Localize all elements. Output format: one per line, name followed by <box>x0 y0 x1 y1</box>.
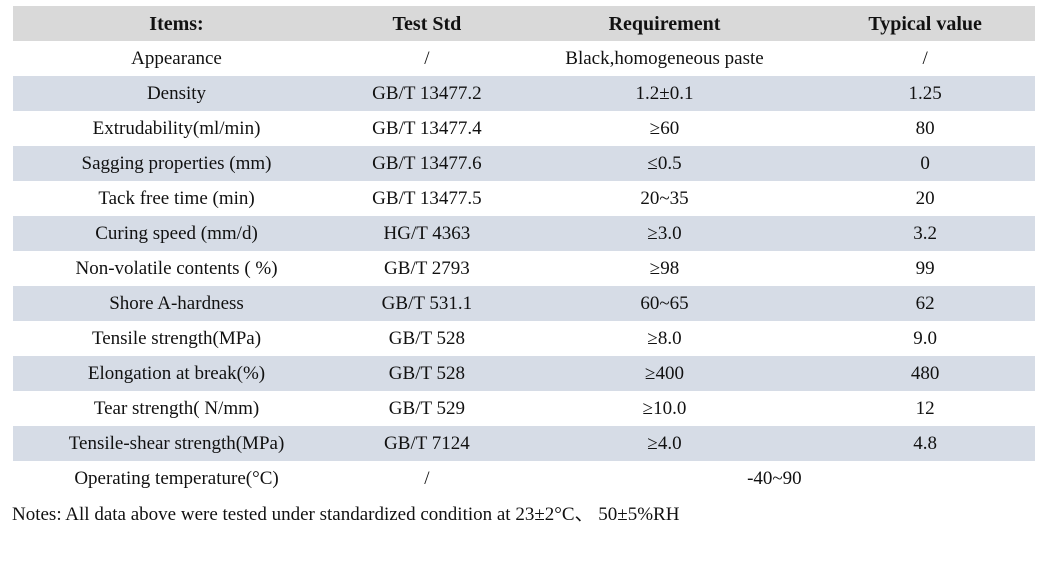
requirement-cell: ≥3.0 <box>513 216 816 251</box>
item-cell: Appearance <box>131 47 222 69</box>
requirement-cell: ≥400 <box>513 356 816 391</box>
item-cell: Non-volatile contents ( %) <box>75 257 278 279</box>
table-row: Tack free time (min) GB/T 13477.5 20~35 … <box>13 181 1035 216</box>
typical-value-cell: 9.0 <box>913 327 937 349</box>
typical-value-cell: 62 <box>815 286 1035 321</box>
item-cell: Curing speed (mm/d) <box>13 216 341 251</box>
typical-value-cell: 3.2 <box>815 216 1035 251</box>
requirement-cell-merged: -40~90 <box>747 467 802 489</box>
requirement-cell: 1.2±0.1 <box>513 76 816 111</box>
requirement-cell: 60~65 <box>513 286 816 321</box>
col-header-typical-value: Typical value <box>815 6 1035 41</box>
table-row: Extrudability(ml/min) GB/T 13477.4 ≥60 8… <box>13 111 1035 146</box>
table-row: Tear strength( N/mm) GB/T 529 ≥10.0 12 <box>13 391 1035 426</box>
item-cell: Tear strength( N/mm) <box>93 397 260 419</box>
test-std-cell: GB/T 529 <box>388 397 465 419</box>
typical-value-cell: 480 <box>815 356 1035 391</box>
test-std-cell: / <box>424 47 430 69</box>
requirement-cell: ≥8.0 <box>647 327 682 349</box>
test-std-cell: GB/T 2793 <box>384 257 470 279</box>
table-row: Operating temperature(°C) / -40~90 <box>13 461 1035 496</box>
specification-table: Items: Test Std Requirement Typical valu… <box>13 6 1035 496</box>
item-cell: Elongation at break(%) <box>13 356 341 391</box>
typical-value-cell: 99 <box>915 257 935 279</box>
requirement-cell: ≥4.0 <box>513 426 816 461</box>
requirement-cell: ≥10.0 <box>642 397 687 419</box>
item-cell: Extrudability(ml/min) <box>92 117 261 139</box>
item-cell: Sagging properties (mm) <box>13 146 341 181</box>
test-std-cell: GB/T 13477.4 <box>372 117 482 139</box>
test-std-cell: / <box>424 467 430 489</box>
table-row: Curing speed (mm/d) HG/T 4363 ≥3.0 3.2 <box>13 216 1035 251</box>
typical-value-cell: 1.25 <box>815 76 1035 111</box>
requirement-cell: ≥60 <box>649 117 680 139</box>
requirement-cell: Black,homogeneous paste <box>565 47 764 69</box>
item-cell: Tack free time (min) <box>98 187 255 209</box>
item-cell: Tensile-shear strength(MPa) <box>13 426 341 461</box>
table-row: Sagging properties (mm) GB/T 13477.6 ≤0.… <box>13 146 1035 181</box>
col-header-test-std: Test Std <box>340 6 514 41</box>
typical-value-cell: 0 <box>815 146 1035 181</box>
table-header-row: Items: Test Std Requirement Typical valu… <box>13 6 1035 41</box>
test-std-cell: GB/T 528 <box>388 327 465 349</box>
table-row: Tensile-shear strength(MPa) GB/T 7124 ≥4… <box>13 426 1035 461</box>
requirement-cell: ≤0.5 <box>513 146 816 181</box>
col-header-items: Items: <box>13 6 341 41</box>
table-row: Elongation at break(%) GB/T 528 ≥400 480 <box>13 356 1035 391</box>
table-row: Tensile strength(MPa) GB/T 528 ≥8.0 9.0 <box>13 321 1035 356</box>
item-cell: Density <box>13 76 341 111</box>
col-header-requirement: Requirement <box>513 6 816 41</box>
item-cell: Shore A-hardness <box>13 286 341 321</box>
test-std-cell: GB/T 13477.5 <box>372 187 482 209</box>
test-std-cell: GB/T 13477.2 <box>340 76 514 111</box>
test-std-cell: GB/T 13477.6 <box>340 146 514 181</box>
test-std-cell: GB/T 7124 <box>340 426 514 461</box>
test-std-cell: GB/T 528 <box>340 356 514 391</box>
typical-value-cell: 20 <box>915 187 935 209</box>
requirement-cell: 20~35 <box>640 187 689 209</box>
test-std-cell: GB/T 531.1 <box>340 286 514 321</box>
typical-value-cell: 80 <box>915 117 935 139</box>
requirement-cell: ≥98 <box>649 257 680 279</box>
test-std-cell: HG/T 4363 <box>340 216 514 251</box>
notes-text: Notes: All data above were tested under … <box>12 504 680 525</box>
table-row: Non-volatile contents ( %) GB/T 2793 ≥98… <box>13 251 1035 286</box>
table-row: Density GB/T 13477.2 1.2±0.1 1.25 <box>13 76 1035 111</box>
typical-value-cell: 4.8 <box>815 426 1035 461</box>
table-row: Appearance / Black,homogeneous paste / <box>13 41 1035 76</box>
item-cell: Tensile strength(MPa) <box>91 327 262 349</box>
item-cell: Operating temperature(°C) <box>74 467 279 489</box>
typical-value-cell: / <box>922 47 928 69</box>
table-row: Shore A-hardness GB/T 531.1 60~65 62 <box>13 286 1035 321</box>
typical-value-cell: 12 <box>915 397 935 419</box>
